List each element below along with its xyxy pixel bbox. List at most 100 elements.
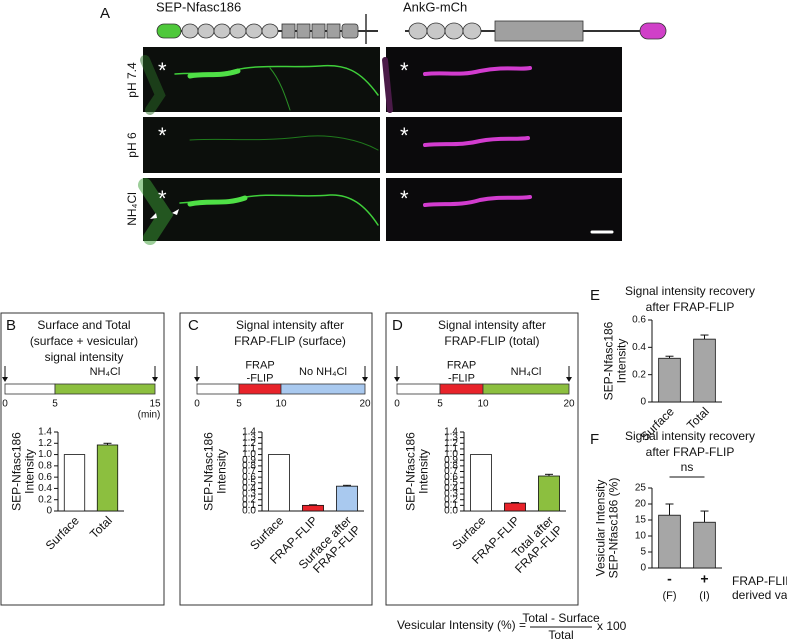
y-tick-label: 20 — [635, 499, 647, 510]
y-tick-label: 5 — [640, 547, 646, 558]
y-tick-label: 0.7 — [444, 466, 458, 477]
y-tick-label: 0.0 — [242, 506, 256, 517]
timeline-tick-label: 0 — [194, 399, 200, 410]
timeline-tick-label: 15 — [149, 399, 161, 410]
x-tick-label: + — [700, 571, 708, 587]
bar — [302, 504, 324, 512]
y-tick-label: 0.6 — [242, 472, 256, 483]
bar — [658, 514, 681, 569]
y-tick-label: 0.6 — [632, 315, 646, 326]
y-tick-label: 0 — [640, 397, 646, 408]
bar — [268, 454, 290, 512]
row-label: pH 6 — [125, 132, 139, 158]
bar — [504, 502, 526, 512]
text-line: SEP-Nfasc186 — [602, 321, 616, 400]
segment-label: NH₄Cl — [511, 366, 542, 378]
y-tick-label: 0.5 — [444, 477, 458, 488]
soma-marker: * — [400, 58, 409, 83]
x-tick-sublabel: (I) — [699, 590, 709, 602]
y-tick-label: 1.2 — [38, 438, 52, 449]
y-tick-label: 0.4 — [38, 483, 52, 494]
y-tick-label: 0.4 — [632, 342, 646, 353]
y-tick-label: 1.3 — [242, 432, 256, 443]
timeline-segment — [196, 383, 240, 395]
text-line: Signal intensity recovery — [625, 284, 755, 298]
timeline-tick-label: 10 — [477, 399, 489, 410]
panel-letter: A — [100, 5, 110, 22]
y-tick-label: 0.8 — [444, 460, 458, 471]
timeline-tick-label: 20 — [359, 399, 371, 410]
timeline-segment — [238, 383, 282, 395]
segment-label: No NH₄Cl — [299, 366, 347, 378]
y-tick-label: 0.2 — [38, 494, 52, 505]
arrow-head — [566, 377, 572, 382]
y-axis-label: Vesicular IntensitySEP-Nfasc186 (%) — [594, 478, 621, 579]
chart-title: Signal intensity recovery after FRAP-FLIP — [625, 284, 755, 314]
y-tick-label: 10 — [635, 531, 647, 542]
text-line: FRAP-FLIP — [732, 574, 787, 588]
timeline-tick-label: 10 — [275, 399, 287, 410]
micrographs — [138, 47, 622, 245]
timeline-segment — [482, 383, 570, 395]
soma-marker: * — [158, 123, 167, 148]
timeline-tick-label: 5 — [437, 399, 443, 410]
y-tick-label: 1.4 — [242, 427, 256, 438]
bar — [538, 475, 560, 512]
y-tick-label: 1.0 — [38, 449, 52, 460]
panel-letter: C — [188, 317, 199, 334]
row-label: NH₄Cl — [125, 192, 139, 226]
y-tick-label: 25 — [635, 483, 647, 494]
segment-label: FRAP -FLIP — [447, 359, 476, 384]
segment-label: FRAP -FLIP — [245, 359, 274, 384]
x-tick-label: Total — [87, 513, 115, 541]
timeline-segment — [4, 383, 56, 395]
text-line: Vesicular Intensity — [594, 480, 608, 577]
soma-marker: * — [158, 58, 167, 83]
y-tick-label: 0.4 — [242, 483, 256, 494]
text-line: FRAP — [245, 359, 274, 371]
y-tick-label: 0 — [640, 563, 646, 574]
y-tick-label: 0.6 — [444, 472, 458, 483]
y-tick-label: 15 — [635, 515, 647, 526]
text-line: Intensity — [23, 449, 37, 494]
panel-letter: B — [6, 317, 16, 334]
y-tick-label: 0.3 — [444, 489, 458, 500]
y-tick-label: 0.1 — [242, 500, 256, 511]
row-label: pH 7.4 — [125, 62, 139, 98]
y-tick-label: 0.3 — [242, 489, 256, 500]
timeline-unit: (min) — [138, 410, 161, 421]
text-line: Intensity — [615, 339, 629, 384]
panel-letter: F — [590, 431, 599, 448]
text-line: (surface + vesicular) — [30, 334, 138, 348]
text-line: Intensity — [215, 449, 229, 494]
timeline-tick-label: 0 — [394, 399, 400, 410]
bar — [693, 338, 716, 403]
text-line: SEP-Nfasc186 — [202, 432, 216, 511]
bar — [96, 444, 119, 512]
significance-label: ns — [681, 460, 694, 474]
text-line: SEP-Nfasc186 — [404, 432, 418, 511]
timeline-tick-label: 0 — [2, 399, 8, 410]
timeline-segment — [54, 383, 156, 395]
y-tick-label: 0.0 — [444, 506, 458, 517]
text-line: derived value — [732, 588, 787, 602]
construct-label: AnkG-mCh — [403, 0, 467, 14]
y-tick-label: 0.1 — [444, 500, 458, 511]
y-axis-label: SEP-Nfasc186Intensity — [602, 321, 629, 400]
text-line: FRAP-FLIP (surface) — [234, 334, 346, 348]
text-line: after FRAP-FLIP — [646, 300, 735, 314]
text-line: Signal intensity recovery — [625, 429, 755, 443]
text-line: Surface and Total — [37, 318, 130, 332]
formula-numerator: Total - Surface — [522, 611, 600, 625]
text-line: -FLIP — [247, 372, 274, 384]
soma-marker: * — [158, 186, 167, 211]
arrow-head — [2, 377, 8, 382]
text-line: SEP-Nfasc186 — [10, 432, 24, 511]
arrow-head — [194, 377, 200, 382]
text-line: -FLIP — [448, 372, 475, 384]
bar — [470, 454, 492, 512]
text-line: Signal intensity after — [236, 318, 344, 332]
y-tick-label: 1.4 — [38, 427, 52, 438]
y-tick-label: 0.8 — [38, 460, 52, 471]
